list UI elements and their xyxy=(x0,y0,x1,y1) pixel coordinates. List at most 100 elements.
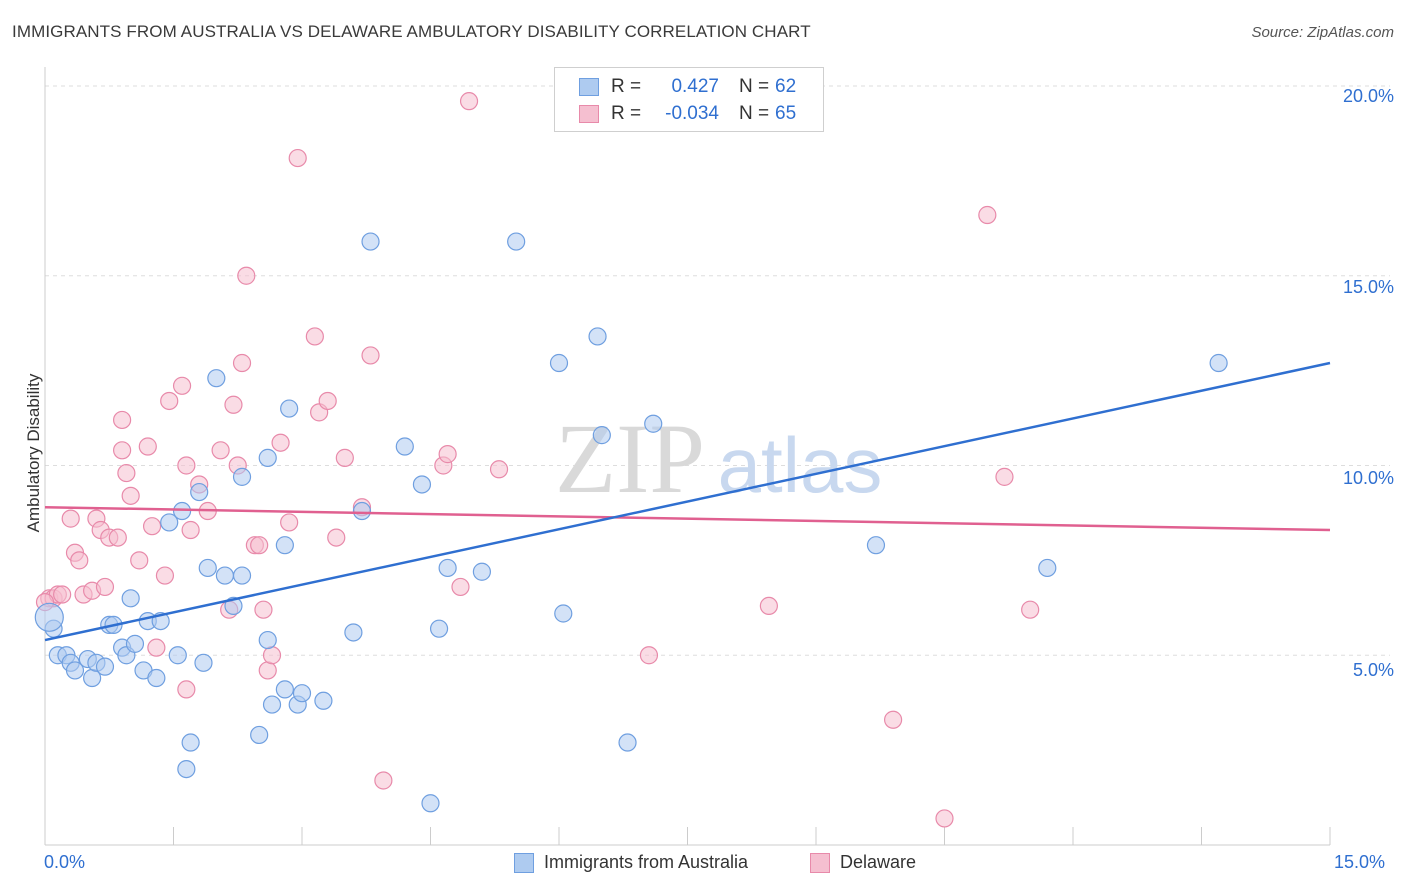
delaware-point xyxy=(374,771,393,790)
legend-n-value: 65 xyxy=(775,103,797,124)
australia-point xyxy=(168,646,187,665)
australia-point xyxy=(588,327,607,346)
australia-point xyxy=(361,232,380,251)
australia-point xyxy=(280,399,299,418)
delaware-point xyxy=(883,710,903,729)
bottom-legend-delaware: Delaware xyxy=(810,852,916,873)
x-tick-min: 0.0% xyxy=(44,852,86,872)
australia-point xyxy=(549,353,569,373)
y-tick-5: 5.0% xyxy=(1352,660,1394,680)
delaware-point xyxy=(759,596,778,616)
australia-point xyxy=(275,680,294,699)
delaware-point xyxy=(639,646,659,665)
delaware-point xyxy=(108,528,127,547)
delaware-points xyxy=(35,92,1040,828)
delaware-trend-line xyxy=(44,505,1331,532)
delaware-point xyxy=(95,577,115,597)
australia-point xyxy=(198,558,217,578)
australia-point xyxy=(207,369,226,388)
delaware-point xyxy=(280,513,299,532)
delaware-point xyxy=(1021,600,1040,619)
australia-point xyxy=(34,602,64,632)
trend-lines xyxy=(44,361,1331,642)
bottom-legend-label-delaware: Delaware xyxy=(840,852,917,872)
source-label: Source: ZipAtlas.com xyxy=(1251,24,1394,41)
australia-point xyxy=(177,759,196,779)
australia-point xyxy=(215,566,234,585)
australia-point xyxy=(147,668,166,688)
delaware-point xyxy=(978,205,997,225)
legend-r-label: R = xyxy=(611,103,642,124)
australia-point xyxy=(352,501,372,521)
correlation-legend: R = 0.427 N = 62 R = -0.034 N = 65 xyxy=(554,67,824,132)
australia-point xyxy=(121,589,140,608)
delaware-point xyxy=(335,448,354,467)
australia-point xyxy=(232,467,252,486)
australia-point xyxy=(421,794,440,813)
australia-point xyxy=(1038,558,1057,578)
legend-swatch-blue xyxy=(579,78,599,96)
delaware-point xyxy=(489,460,509,479)
delaware-point xyxy=(177,456,196,475)
australia-point xyxy=(507,232,526,251)
australia-point xyxy=(190,482,209,502)
watermark-zip: ZIP xyxy=(555,403,705,514)
delaware-point xyxy=(117,463,136,483)
axes xyxy=(44,67,1331,846)
legend-swatch-pink xyxy=(579,105,599,123)
legend-row-delaware: R = -0.034 N = 65 xyxy=(579,101,796,127)
delaware-point xyxy=(232,353,252,373)
legend-n-label: N = xyxy=(739,76,770,97)
delaware-point xyxy=(451,577,470,597)
delaware-point xyxy=(70,551,89,570)
delaware-point xyxy=(130,551,149,570)
legend-r-value: -0.034 xyxy=(665,103,719,124)
australia-point xyxy=(250,725,269,745)
bottom-legend-label-australia: Immigrants from Australia xyxy=(544,852,749,872)
delaware-point xyxy=(271,433,290,452)
australia-point xyxy=(412,475,432,494)
delaware-point xyxy=(121,486,140,505)
delaware-point xyxy=(361,346,380,365)
australia-point xyxy=(262,695,282,714)
australia-point xyxy=(472,562,491,581)
australia-points xyxy=(34,232,1228,813)
australia-point xyxy=(181,733,200,752)
delaware-point xyxy=(459,92,479,111)
delaware-point xyxy=(138,437,157,456)
delaware-point xyxy=(211,441,230,460)
delaware-point xyxy=(147,638,166,657)
delaware-point xyxy=(177,680,196,699)
australia-point xyxy=(395,437,414,456)
x-tick-max: 15.0% xyxy=(1334,852,1386,872)
australia-point xyxy=(644,414,663,433)
delaware-point xyxy=(237,266,256,285)
australia-point xyxy=(866,536,886,555)
delaware-point xyxy=(155,566,175,585)
delaware-point xyxy=(318,391,337,411)
delaware-point xyxy=(224,395,243,414)
australia-point xyxy=(1209,353,1228,373)
delaware-point xyxy=(181,520,200,540)
australia-point xyxy=(125,634,145,653)
delaware-point xyxy=(112,441,132,460)
delaware-point xyxy=(112,410,132,430)
delaware-point xyxy=(53,585,72,604)
australia-point xyxy=(95,657,115,676)
delaware-point xyxy=(935,809,954,828)
australia-point xyxy=(258,630,277,650)
bottom-legend-swatch-blue xyxy=(514,852,534,873)
delaware-point xyxy=(262,646,282,665)
delaware-point xyxy=(327,528,346,547)
australia-point xyxy=(554,604,573,623)
delaware-point xyxy=(160,391,179,411)
legend-n-value: 62 xyxy=(775,76,797,97)
legend-n-label: N = xyxy=(739,103,770,124)
legend-r-value: 0.427 xyxy=(671,76,719,97)
australia-point xyxy=(344,623,363,642)
australia-point xyxy=(592,426,611,445)
australia-point xyxy=(292,684,312,703)
australia-point xyxy=(314,691,333,710)
delaware-point xyxy=(142,517,162,536)
australia-point xyxy=(258,448,277,467)
